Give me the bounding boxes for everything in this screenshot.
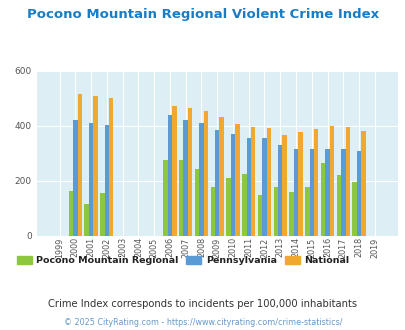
Legend: Pocono Mountain Regional, Pennsylvania, National: Pocono Mountain Regional, Pennsylvania, … bbox=[13, 252, 353, 269]
Bar bbox=[93, 96, 98, 236]
Bar bbox=[183, 120, 188, 236]
Bar bbox=[298, 132, 302, 236]
Bar bbox=[199, 123, 203, 236]
Bar bbox=[89, 123, 93, 236]
Bar bbox=[73, 120, 77, 236]
Bar bbox=[179, 159, 183, 236]
Bar bbox=[246, 138, 250, 236]
Bar bbox=[194, 169, 199, 236]
Text: Pocono Mountain Regional Violent Crime Index: Pocono Mountain Regional Violent Crime I… bbox=[27, 8, 378, 21]
Bar bbox=[219, 117, 223, 236]
Bar bbox=[203, 111, 207, 236]
Bar bbox=[188, 108, 192, 236]
Bar bbox=[324, 149, 329, 236]
Bar bbox=[356, 151, 360, 236]
Bar bbox=[277, 145, 282, 236]
Bar bbox=[313, 129, 318, 236]
Bar bbox=[215, 130, 219, 236]
Bar bbox=[336, 176, 340, 236]
Bar bbox=[257, 195, 262, 236]
Bar bbox=[262, 138, 266, 236]
Bar bbox=[100, 193, 104, 236]
Bar bbox=[273, 187, 277, 236]
Bar bbox=[109, 98, 113, 236]
Bar bbox=[360, 131, 365, 236]
Bar bbox=[163, 159, 167, 236]
Bar bbox=[77, 94, 82, 236]
Bar bbox=[104, 125, 109, 236]
Bar bbox=[266, 128, 271, 236]
Bar bbox=[345, 127, 349, 236]
Bar bbox=[329, 126, 333, 236]
Bar bbox=[305, 187, 309, 236]
Bar bbox=[226, 178, 230, 236]
Bar bbox=[250, 127, 255, 236]
Bar bbox=[320, 163, 324, 236]
Bar bbox=[340, 149, 345, 236]
Bar bbox=[68, 191, 73, 236]
Bar bbox=[289, 192, 293, 236]
Bar bbox=[241, 174, 246, 236]
Bar bbox=[210, 187, 215, 236]
Bar bbox=[230, 134, 234, 236]
Text: © 2025 CityRating.com - https://www.cityrating.com/crime-statistics/: © 2025 CityRating.com - https://www.city… bbox=[64, 318, 341, 327]
Text: Crime Index corresponds to incidents per 100,000 inhabitants: Crime Index corresponds to incidents per… bbox=[48, 299, 357, 309]
Bar bbox=[167, 115, 172, 236]
Bar bbox=[234, 124, 239, 236]
Bar bbox=[282, 135, 286, 236]
Bar bbox=[309, 149, 313, 236]
Bar bbox=[352, 182, 356, 236]
Bar bbox=[293, 149, 298, 236]
Bar bbox=[172, 106, 176, 236]
Bar bbox=[84, 204, 89, 236]
